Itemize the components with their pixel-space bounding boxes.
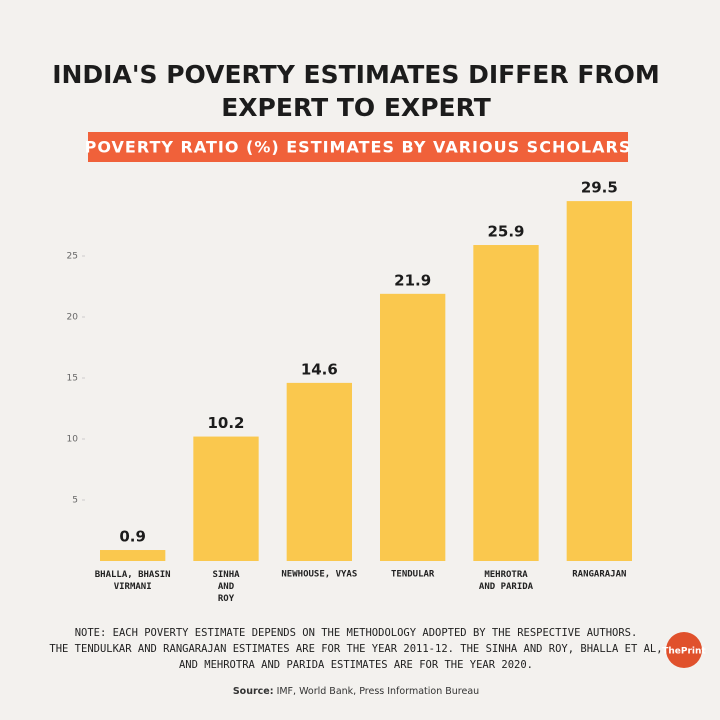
x-tick-label: RANGARAJAN — [572, 570, 626, 580]
bar — [473, 245, 539, 561]
x-tick-label: TENDULAR — [391, 570, 435, 580]
value-label: 10.2 — [207, 414, 244, 432]
x-tick-label: BHALLA, BHASIN VIRMANI — [95, 570, 171, 592]
source-text: IMF, World Bank, Press Information Burea… — [277, 686, 480, 697]
y-tick-label: 10 — [67, 435, 79, 445]
source-label: Source: — [233, 686, 274, 697]
y-tick-label: 20 — [67, 313, 79, 323]
source: Source: IMF, World Bank, Press Informati… — [233, 686, 479, 697]
y-tick-label: 15 — [67, 374, 78, 384]
y-tick-label: 25 — [67, 252, 78, 262]
subtitle-box — [88, 132, 628, 162]
note: NOTE: EACH POVERTY ESTIMATE DEPENDS ON T… — [49, 627, 662, 671]
x-tick-label: SINHA AND ROY — [212, 570, 240, 604]
bar — [380, 293, 446, 561]
logo-badge — [666, 632, 702, 668]
value-label: 14.6 — [301, 360, 338, 378]
value-label: 25.9 — [487, 223, 524, 241]
value-label: 0.9 — [119, 528, 146, 546]
bar — [286, 382, 352, 561]
y-tick-label: 5 — [72, 496, 78, 506]
bar — [193, 436, 259, 561]
chart-subtitle: POVERTY RATIO (%) ESTIMATES BY VARIOUS S… — [85, 138, 632, 157]
value-label: 21.9 — [394, 271, 431, 289]
value-label: 29.5 — [581, 179, 618, 197]
chart-title: INDIA'S POVERTY ESTIMATES DIFFER FROM EXP… — [52, 60, 660, 122]
x-tick-label: MEHROTRA AND PARIDA — [479, 570, 534, 592]
x-tick-label: NEWHOUSE, VYAS — [281, 570, 357, 580]
bar — [100, 550, 166, 561]
logo: ThePrint — [662, 647, 706, 657]
bar — [566, 201, 632, 561]
